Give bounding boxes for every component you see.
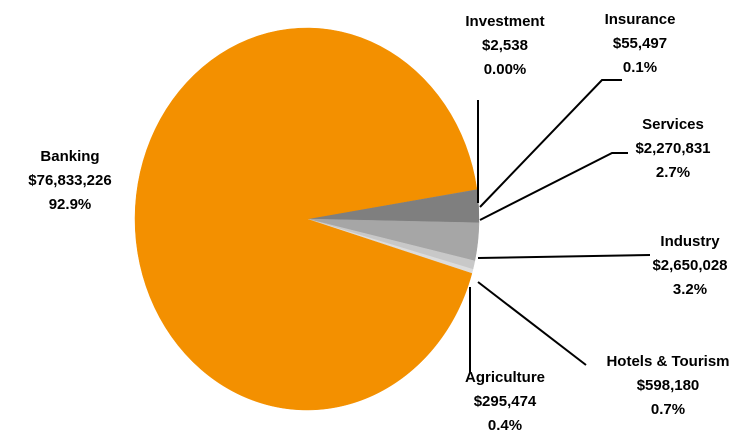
percent-label: 2.7%	[656, 164, 690, 181]
value-label: $2,538	[482, 37, 528, 54]
value-label: $295,474	[474, 393, 537, 410]
pie-slice	[134, 27, 478, 411]
percent-label: 0.00%	[484, 61, 527, 78]
leader-line	[477, 254, 651, 259]
value-label: $55,497	[613, 35, 667, 52]
percent-label: 0.1%	[623, 59, 657, 76]
slice-label: Insurance	[605, 11, 676, 28]
leader-line	[477, 281, 587, 366]
value-label: $76,833,226	[28, 172, 111, 189]
value-label: $2,270,831	[635, 140, 710, 157]
slice-label: Hotels & Tourism	[606, 353, 729, 370]
percent-label: 0.4%	[488, 417, 522, 433]
slice-label: Banking	[40, 148, 99, 165]
slice-label: Agriculture	[465, 369, 545, 386]
percent-label: 92.9%	[49, 196, 92, 213]
leader-line	[479, 152, 628, 221]
value-label: $2,650,028	[652, 257, 727, 274]
slice-label: Industry	[660, 233, 720, 250]
percent-label: 3.2%	[673, 281, 707, 298]
leader-line	[479, 79, 622, 208]
percent-label: 0.7%	[651, 401, 685, 418]
slice-label: Services	[642, 116, 704, 133]
slice-label: Investment	[465, 13, 544, 30]
value-label: $598,180	[637, 377, 700, 394]
